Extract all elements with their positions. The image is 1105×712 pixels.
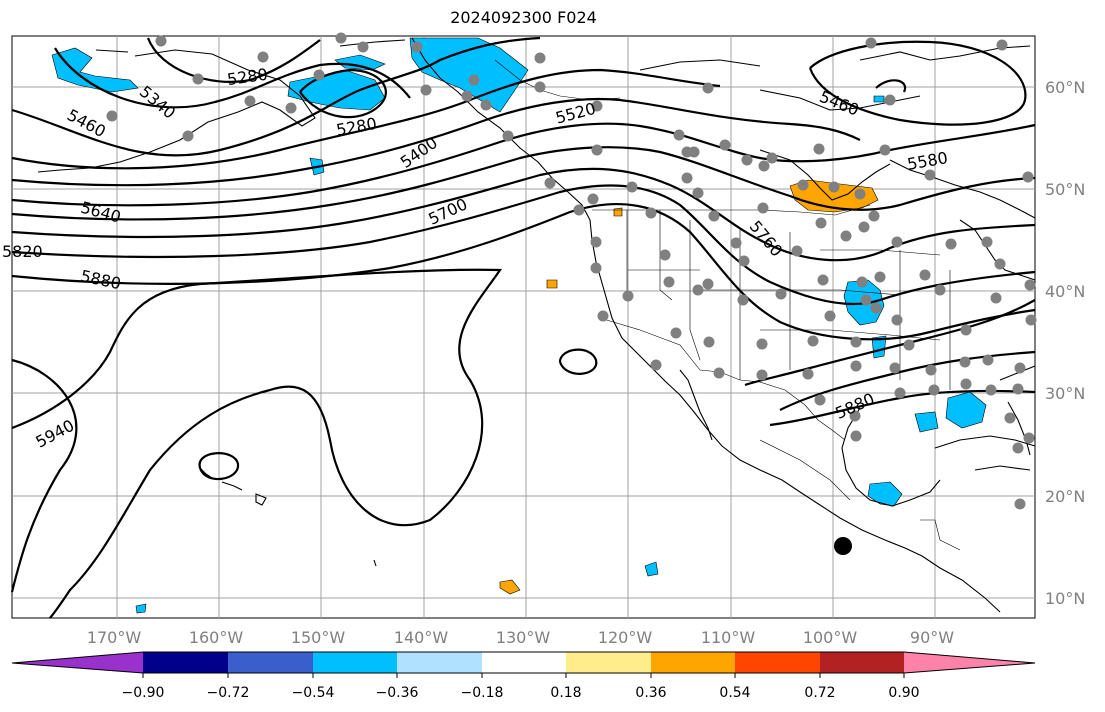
colorbar-segment xyxy=(313,652,397,673)
colorbar-tick-label: −0.90 xyxy=(122,685,165,701)
highlight-point xyxy=(834,537,852,555)
colorbar-segment xyxy=(228,652,313,673)
lon-label-120w: 120°W xyxy=(598,628,653,647)
lon-label-140w: 140°W xyxy=(394,628,449,647)
lat-label-20n: 20°N xyxy=(1045,487,1085,506)
colorbar-segment xyxy=(566,652,651,673)
colorbar-tick-label: −0.18 xyxy=(461,685,504,701)
colorbar-segment xyxy=(397,652,482,673)
colorbar-tick-label: 0.18 xyxy=(550,685,581,701)
colorbar-tick-label: 0.36 xyxy=(635,685,666,701)
colorbar-tick-label: 0.54 xyxy=(719,685,750,701)
colorbar-tick-label: 0.72 xyxy=(804,685,835,701)
colorbar-tick-label: 0.90 xyxy=(888,685,919,701)
lon-label-110w: 110°W xyxy=(701,628,756,647)
map-title: 2024092300 F024 xyxy=(450,8,597,27)
longitude-labels: 170°W 160°W 150°W 140°W 130°W 120°W 110°… xyxy=(87,628,954,647)
lon-label-90w: 90°W xyxy=(910,628,954,647)
map-panel: 5280 5340 5280 5460 5400 5520 5460 5580 … xyxy=(2,32,1037,619)
colorbar-segment xyxy=(482,652,566,673)
colorbar-tick-label: −0.36 xyxy=(376,685,419,701)
latitude-labels: 60°N 50°N 40°N 30°N 20°N 10°N xyxy=(1045,78,1085,608)
colorbar-tick-label: −0.54 xyxy=(292,685,335,701)
colorbar-segment xyxy=(143,652,228,673)
lat-label-30n: 30°N xyxy=(1045,384,1085,403)
colorbar-ticks xyxy=(142,673,905,678)
lat-label-50n: 50°N xyxy=(1045,180,1085,199)
lat-label-10n: 10°N xyxy=(1045,589,1085,608)
contour-label-5820: 5820 xyxy=(2,242,43,261)
colorbar-segment xyxy=(820,652,904,673)
lon-label-160w: 160°W xyxy=(189,628,244,647)
lon-label-150w: 150°W xyxy=(291,628,346,647)
lat-label-40n: 40°N xyxy=(1045,282,1085,301)
colorbar: −0.90 −0.72 −0.54 −0.36 −0.18 0.18 0.36 … xyxy=(11,651,1036,701)
station-markers xyxy=(106,32,1037,510)
colorbar-extend-max xyxy=(904,652,1035,673)
political-borders xyxy=(494,59,961,551)
lon-label-170w: 170°W xyxy=(87,628,142,647)
colorbar-segment xyxy=(735,652,820,673)
colorbar-tick-label: −0.72 xyxy=(207,685,250,701)
colorbar-segment xyxy=(651,652,735,673)
lat-label-60n: 60°N xyxy=(1045,78,1085,97)
coastlines xyxy=(37,37,1036,613)
lon-label-130w: 130°W xyxy=(496,628,551,647)
lon-label-100w: 100°W xyxy=(803,628,858,647)
colorbar-extend-min xyxy=(12,652,143,673)
